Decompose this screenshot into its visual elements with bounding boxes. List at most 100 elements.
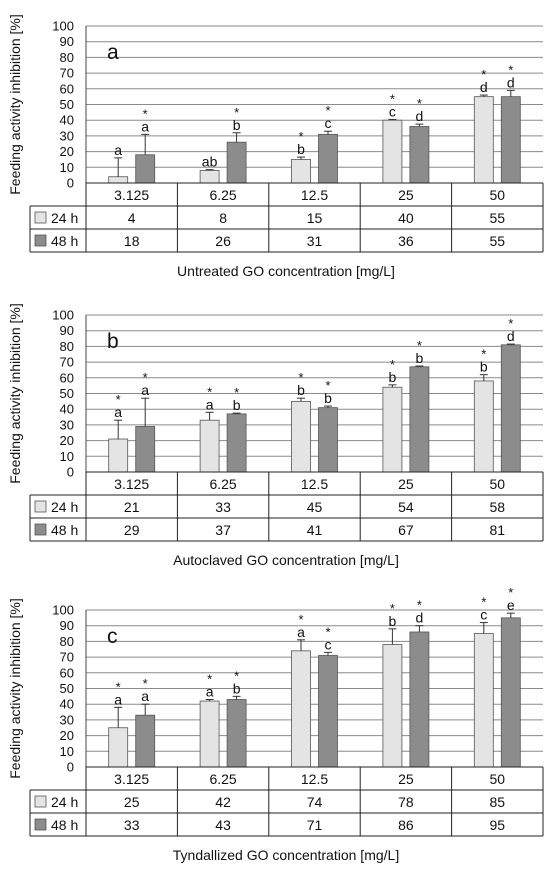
panel-a-table-value: 4 <box>128 210 136 226</box>
panel-c-y-tick-label: 0 <box>67 760 74 775</box>
panel-c-letter: c <box>107 625 118 648</box>
panel-b-significance-star: * <box>481 347 486 362</box>
panel-b-significance-letter: a <box>114 404 122 420</box>
panel-a-bar-48h <box>318 133 338 184</box>
panel-a-bar-48h <box>500 96 521 184</box>
panel-b-significance-star: * <box>298 370 303 385</box>
panel-c-y-tick-label: 40 <box>60 697 74 712</box>
panel-c-table-value: 71 <box>307 817 323 833</box>
panel-c-table-value: 43 <box>215 817 231 833</box>
panel-b-category-label: 3.125 <box>114 476 149 492</box>
panel-a-series-label: 24 h <box>51 210 78 226</box>
panel-a-significance-star: * <box>143 106 148 121</box>
panel-a-significance-letter: d <box>416 108 424 124</box>
panel-c-significance-letter: d <box>416 610 424 626</box>
panel-a-significance-letter: b <box>233 117 241 133</box>
panel-c-category-label: 12.5 <box>301 771 328 787</box>
panel-c-significance-letter: b <box>389 613 397 629</box>
panel-b-letter: b <box>107 330 119 353</box>
panel-b-significance-letter: b <box>389 369 397 385</box>
panel-a-significance-letter: a <box>141 118 149 134</box>
panel-c-series-label: 24 h <box>51 794 78 810</box>
panel-c-table-value: 33 <box>124 817 140 833</box>
panel-c-table-value: 85 <box>490 794 506 810</box>
panel-c-y-tick-label: 10 <box>60 744 74 759</box>
panel-c-bar-24h <box>473 633 494 768</box>
panel-b-y-tick-label: 50 <box>60 386 74 401</box>
panel-b-bar-24h <box>473 380 494 473</box>
panel-c-series-label: 48 h <box>51 817 78 833</box>
panel-a-bar-48h <box>409 126 430 184</box>
panel-c-significance-letter: a <box>297 624 305 640</box>
panel-c-significance-star: * <box>481 595 486 610</box>
panel-a-legend-swatch-24h <box>34 211 47 224</box>
panel-b-y-tick-label: 30 <box>60 417 74 432</box>
panel-c-table-value: 25 <box>124 794 140 810</box>
panel-c-significance-star: * <box>298 612 303 627</box>
panel-c-significance-star: * <box>116 679 121 694</box>
panel-a-y-tick-label: 10 <box>60 160 74 175</box>
panel-b-significance-letter: b <box>416 350 424 366</box>
panel-c-significance-letter: a <box>141 688 149 704</box>
panel-c-table-value: 74 <box>307 794 323 810</box>
panel-b-table-value: 37 <box>215 522 231 538</box>
panel-b-table-value: 54 <box>398 499 414 515</box>
panel-c-significance-letter: c <box>325 636 332 652</box>
panel-a-table-value: 31 <box>307 233 323 249</box>
panel-a-significance-letter: d <box>480 79 488 95</box>
panel-a-bar-24h <box>108 176 129 184</box>
panel-b-category-label: 6.25 <box>209 476 236 492</box>
panel-b-y-tick-label: 20 <box>60 433 74 448</box>
panel-a-bar-24h <box>473 96 494 184</box>
panel-a-table-value: 36 <box>398 233 414 249</box>
panel-a-y-tick-label: 0 <box>67 176 74 191</box>
panel-c-table-value: 86 <box>398 817 414 833</box>
panel-b-significance-star: * <box>417 338 422 353</box>
panel-b-table-value: 67 <box>398 522 414 538</box>
panel-a-significance-letter: a <box>114 142 122 158</box>
panel-b-bar-24h <box>382 386 403 473</box>
panel-c-y-tick-label: 80 <box>60 634 74 649</box>
panel-c-category-label: 25 <box>398 771 414 787</box>
panel-c-y-tick-label: 70 <box>60 650 74 665</box>
panel-b-bar-48h <box>318 407 338 473</box>
panel-b-y-tick-label: 80 <box>60 339 74 354</box>
panel-c-category-label: 3.125 <box>114 771 149 787</box>
panel-b-table-value: 45 <box>307 499 323 515</box>
panel-a-y-tick-label: 30 <box>60 128 74 143</box>
panel-c-bar-24h <box>108 727 129 768</box>
panel-b-series-label: 48 h <box>51 522 78 538</box>
panel-a-bar-24h <box>382 119 403 184</box>
panel-a-y-tick-label: 40 <box>60 113 74 128</box>
panel-b-x-axis-label: Autoclaved GO concentration [mg/L] <box>173 552 399 568</box>
panel-c-y-tick-label: 60 <box>60 665 74 680</box>
panel-a-y-tick-label: 60 <box>60 81 74 96</box>
panel-c-significance-star: * <box>207 671 212 686</box>
panel-c-bar-48h <box>500 617 521 768</box>
panel-a-y-tick-label: 70 <box>60 66 74 81</box>
panel-b-significance-letter: a <box>141 382 149 398</box>
panel-c-significance-star: * <box>390 601 395 616</box>
panel-c-y-tick-label: 90 <box>60 618 74 633</box>
panel-b-table-value: 29 <box>124 522 140 538</box>
panel-b-table-value: 81 <box>490 522 506 538</box>
panel-a-significance-star: * <box>298 129 303 144</box>
panel-b-significance-letter: b <box>297 382 305 398</box>
panel-c-category-label: 50 <box>490 771 506 787</box>
panel-c-y-axis-label: Feeding activity inhibition [%] <box>7 598 23 779</box>
panel-c-legend-swatch-24h <box>34 795 47 808</box>
panel-a-significance-star: * <box>417 96 422 111</box>
panel-c-legend-swatch-48h <box>34 818 47 831</box>
panel-a-significance-star: * <box>390 91 395 106</box>
panel-a-y-axis-label: Feeding activity inhibition [%] <box>7 14 23 195</box>
panel-b-bar-48h <box>135 426 156 473</box>
panel-a-category-label: 25 <box>398 187 414 203</box>
panel-a-y-tick-label: 20 <box>60 144 74 159</box>
panel-b-significance-star: * <box>116 392 121 407</box>
panel-b-bar-48h <box>226 413 247 473</box>
panel-a-y-tick-label: 80 <box>60 50 74 65</box>
panel-b-significance-star: * <box>325 378 330 393</box>
panel-c-y-tick-label: 20 <box>60 728 74 743</box>
